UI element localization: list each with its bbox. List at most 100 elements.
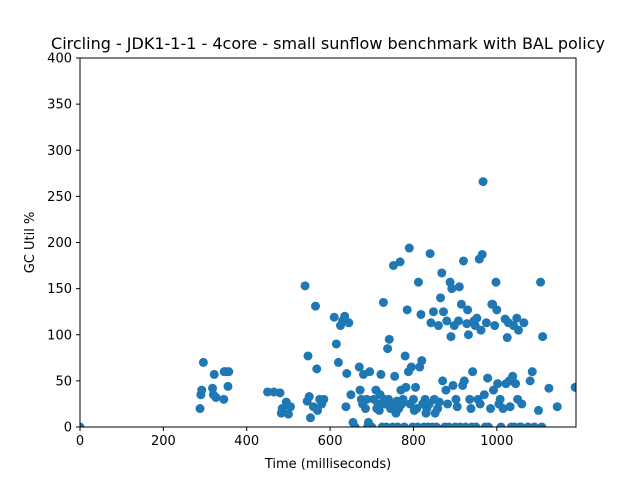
data-point (447, 284, 457, 294)
data-point (492, 305, 502, 315)
data-point (340, 311, 350, 321)
data-point (433, 321, 443, 331)
data-point (481, 318, 491, 328)
data-point (428, 307, 438, 317)
data-point (277, 404, 287, 414)
data-point (483, 373, 493, 383)
data-point (525, 376, 535, 386)
data-point (544, 383, 554, 393)
data-point (505, 402, 515, 412)
data-point (195, 404, 205, 414)
y-tick-label: 350 (47, 98, 72, 113)
y-tick-label: 100 (47, 328, 72, 343)
data-point (476, 325, 486, 335)
data-point (538, 332, 548, 342)
y-tick-label: 50 (55, 374, 72, 389)
data-point (529, 422, 539, 427)
data-point (477, 249, 487, 259)
x-axis: 0 200 400 600 800 1000 (76, 427, 513, 449)
data-point (342, 369, 352, 378)
data-point (411, 382, 421, 392)
data-point (425, 249, 435, 259)
data-point (479, 390, 489, 400)
data-point (459, 376, 469, 386)
y-tick-label: 300 (47, 144, 72, 159)
data-point (331, 339, 341, 349)
x-tick-label: 0 (76, 434, 84, 449)
data-point (533, 405, 543, 415)
chart-title: Circling - JDK1-1-1 - 4core - small sunf… (51, 34, 605, 53)
data-point (393, 422, 403, 427)
data-point (303, 351, 313, 361)
data-point (552, 402, 562, 412)
data-point (516, 422, 526, 427)
data-point (285, 402, 295, 412)
data-point (465, 394, 475, 404)
x-axis-label: Time (milliseconds) (264, 457, 391, 472)
data-point (486, 404, 496, 414)
y-tick-label: 250 (47, 190, 72, 205)
data-point (537, 422, 547, 427)
data-point (362, 394, 372, 404)
data-point (224, 367, 234, 377)
data-point (431, 422, 441, 427)
data-point (344, 318, 354, 328)
data-point (374, 405, 384, 415)
data-point (406, 362, 416, 372)
data-point (471, 422, 481, 427)
data-point (463, 330, 473, 340)
data-point (453, 316, 463, 326)
data-point (454, 282, 464, 292)
data-point (300, 281, 310, 291)
data-point (468, 367, 478, 377)
data-point (319, 394, 329, 404)
data-point (443, 399, 453, 409)
data-point (493, 379, 503, 389)
data-point (365, 367, 375, 377)
points-layer (80, 177, 576, 427)
data-point (446, 332, 456, 342)
data-point (527, 367, 537, 377)
data-point (512, 313, 522, 323)
data-point (198, 357, 208, 367)
plot-frame (79, 57, 577, 428)
data-point (209, 369, 219, 379)
data-point (367, 422, 377, 427)
data-point (434, 397, 444, 407)
data-point (416, 309, 426, 319)
data-point (517, 399, 527, 409)
x-tick-label: 800 (401, 434, 426, 449)
data-point (378, 297, 388, 307)
data-point (496, 422, 506, 427)
data-point (400, 351, 410, 361)
data-point (275, 388, 285, 398)
data-point (354, 362, 364, 372)
data-point (350, 422, 360, 427)
data-point (511, 379, 521, 389)
data-point (333, 357, 343, 367)
data-point (475, 399, 485, 409)
data-point (417, 356, 427, 366)
data-point (313, 405, 323, 415)
data-point (491, 277, 501, 287)
data-point (438, 307, 448, 317)
data-point (502, 333, 512, 343)
data-point (263, 387, 273, 397)
data-point (402, 305, 412, 315)
data-point (448, 380, 458, 390)
data-point (442, 316, 452, 326)
y-tick-label: 200 (47, 236, 72, 251)
x-tick-label: 600 (318, 434, 343, 449)
data-point (398, 394, 408, 404)
data-point (388, 261, 398, 271)
data-point (570, 382, 576, 392)
data-point (456, 299, 466, 309)
x-tick-label: 200 (151, 434, 176, 449)
data-point (404, 243, 414, 253)
data-point (462, 319, 472, 329)
data-point (498, 404, 508, 414)
data-point (438, 376, 448, 386)
data-point (408, 394, 418, 404)
